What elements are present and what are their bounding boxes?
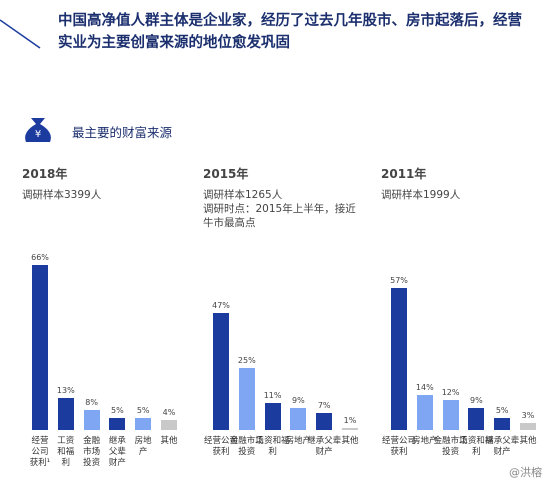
sample-note: 调研样本1265人 [203, 189, 283, 201]
value-label: 5% [495, 405, 509, 415]
bar [135, 417, 152, 430]
value-label: 8% [85, 398, 98, 407]
bar [109, 417, 126, 430]
value-label: 13% [56, 385, 75, 395]
value-label: 5% [111, 405, 124, 415]
value-label: 5% [136, 405, 150, 415]
year-title: 2011年 [381, 167, 427, 181]
corner-decoration [0, 19, 41, 49]
value-label: 3% [521, 410, 535, 420]
category-label: 继承父辈财产 [307, 436, 342, 457]
category-label: 房地产 [134, 436, 152, 457]
section-title: 最主要的财富来源 [72, 125, 173, 140]
category-label: 继承父辈财产 [108, 436, 126, 468]
category-label: 继承父辈财产 [485, 436, 520, 457]
sample-note: 调研样本3399人 [22, 189, 102, 201]
bar [468, 407, 485, 430]
bar [520, 422, 536, 430]
category-label: 工资和福利 [57, 436, 75, 468]
bar [316, 412, 333, 430]
year-title: 2018年 [22, 167, 68, 181]
category-label: 经营公司获利 [204, 436, 239, 457]
category-label: 金融市场投资 [433, 436, 468, 457]
category-label: 其他 [519, 436, 537, 446]
value-label: 1% [343, 415, 357, 425]
value-label: 47% [212, 300, 230, 310]
category-label: 房地产 [285, 436, 312, 446]
bar [416, 395, 433, 430]
value-label: 14% [415, 383, 434, 392]
category-label: 工资和福利 [459, 436, 494, 457]
category-label: 经营公司获利 [382, 436, 417, 457]
svg-text:¥: ¥ [35, 129, 41, 140]
value-label: 4% [162, 408, 176, 417]
year-title: 2015年 [203, 167, 249, 181]
money-bag-icon: ¥ [25, 118, 51, 142]
bar [83, 410, 100, 430]
value-label: 9% [470, 395, 483, 405]
category-label: 工资和福利 [255, 436, 290, 457]
sample-note: 调研样本1999人 [381, 189, 461, 201]
bar [290, 407, 307, 430]
value-label: 7% [317, 400, 331, 410]
category-label: 其他 [341, 436, 359, 446]
category-label: 房地产 [412, 436, 438, 446]
value-label: 11% [263, 390, 282, 400]
category-label: 经营公司获利¹ [29, 436, 51, 468]
bar [342, 427, 358, 430]
bar [264, 402, 281, 430]
value-label: 66% [31, 253, 49, 262]
value-label: 25% [237, 355, 256, 365]
bar [494, 417, 511, 430]
sample-note: 调研时点：2015年上半年，接近牛市最高点 [203, 203, 356, 229]
bar [213, 312, 229, 430]
bar [238, 367, 255, 430]
category-label: 金融市场投资 [229, 436, 264, 457]
bar [32, 265, 48, 430]
value-label: 9% [292, 395, 305, 405]
category-label: 金融市场投资 [83, 436, 101, 468]
bar [442, 400, 459, 430]
value-label: 57% [390, 275, 408, 285]
bar [57, 397, 74, 430]
value-label: 12% [441, 388, 460, 397]
page-title: 中国高净值人群主体是企业家，经历了过去几年股市、房市起落后，经营实业为主要创富来… [58, 13, 522, 51]
bar [161, 420, 177, 430]
watermark: @洪榕 [509, 466, 542, 479]
category-label: 其他 [160, 436, 178, 446]
bar [391, 287, 407, 430]
